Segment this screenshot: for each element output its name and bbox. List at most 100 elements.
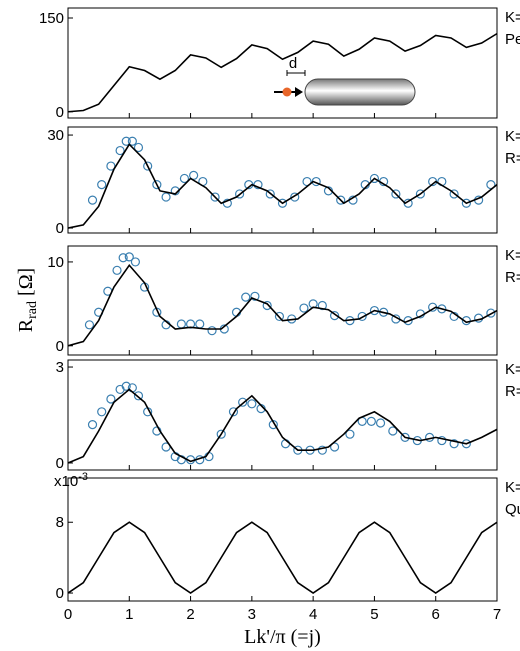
plot-frame <box>67 359 498 471</box>
data-point <box>152 180 162 190</box>
y-tick-label: 150 <box>39 10 64 27</box>
data-point <box>461 198 471 208</box>
panel-annotation: K=100 <box>505 479 520 496</box>
data-point <box>299 303 309 313</box>
data-point <box>329 442 340 452</box>
y-label-unit: [Ω] <box>15 268 37 301</box>
plot-frame <box>67 477 498 602</box>
data-point <box>247 399 257 409</box>
data-point <box>195 319 205 329</box>
data-point <box>400 432 410 442</box>
data-point <box>369 305 380 316</box>
data-point <box>241 292 251 302</box>
y-tick-label: 0 <box>56 585 64 602</box>
x-tick-label: 3 <box>248 606 256 623</box>
panel-annotation: K=2.9 <box>505 247 520 264</box>
data-line <box>67 521 498 595</box>
data-point <box>130 257 141 267</box>
data-point <box>366 416 376 426</box>
data-point <box>87 419 98 430</box>
x-tick-label: 7 <box>493 606 501 623</box>
y-tick-label: 30 <box>47 127 64 144</box>
data-point <box>106 161 116 171</box>
data-point <box>210 192 220 202</box>
data-point <box>115 145 125 156</box>
panel: 0 30 K=1.7 R=20 nm <box>47 126 520 237</box>
data-point <box>265 189 275 199</box>
data-point <box>461 439 471 449</box>
panel-annotation: Quasistatic <box>505 501 520 518</box>
data-point <box>228 407 239 417</box>
data-point <box>189 170 199 180</box>
data-point <box>133 142 144 153</box>
y-axis-label: Rrad [Ω] <box>15 268 40 332</box>
data-point <box>124 252 134 262</box>
data-point <box>317 300 327 311</box>
inset-arrowhead <box>295 87 303 97</box>
y-tick-label: 0 <box>56 104 64 121</box>
panel-annotation: K=1 <box>505 9 520 26</box>
data-point <box>415 189 425 199</box>
data-point <box>369 173 380 184</box>
panel: 0 3 K=5.7 R=5 nm <box>56 359 520 472</box>
data-point <box>216 429 226 439</box>
data-point <box>143 161 153 171</box>
y-tick-label: 3 <box>56 359 64 376</box>
plot-frame <box>67 7 498 119</box>
data-point <box>238 397 248 407</box>
data-point <box>317 445 327 455</box>
inset-label: d <box>289 55 297 72</box>
data-point <box>250 291 260 301</box>
panel-annotation: Pefect conductor <box>505 31 520 48</box>
y-scale-label: x10-3 <box>54 471 88 490</box>
y-tick-label: 10 <box>47 254 64 271</box>
inset-rod <box>304 78 416 106</box>
panel-annotation: R=20 nm <box>505 150 520 167</box>
x-axis-label: Lk'/π (=j) <box>244 626 321 648</box>
data-point <box>207 326 217 336</box>
plot-frame <box>67 126 498 234</box>
data-point <box>336 195 346 205</box>
y-tick-label: 0 <box>56 455 64 472</box>
data-point <box>97 407 107 417</box>
data-line <box>67 263 498 347</box>
x-tick-label: 4 <box>309 606 317 623</box>
y-scale-exponent: -3 <box>78 471 88 483</box>
panel-annotation: K=1.7 <box>505 128 520 145</box>
data-point <box>274 311 285 322</box>
data-line <box>67 388 498 464</box>
data-point <box>176 319 186 329</box>
data-point <box>106 394 116 404</box>
data-point <box>277 198 288 208</box>
data-point <box>235 189 245 199</box>
data-point <box>112 265 122 275</box>
inset-diagram: d <box>274 55 416 106</box>
data-point <box>84 320 95 330</box>
data-point <box>179 173 190 184</box>
panel: 0 150 K=1 Pefect conductor <box>39 7 520 121</box>
panel: 0 8 0 1 2 3 4 5 6 7 Lk'/π (=j) x10-3 K=100 Quasistati… <box>54 471 520 648</box>
data-point <box>357 311 367 322</box>
data-point <box>115 384 125 395</box>
inset-distance-marker <box>286 70 306 76</box>
y-tick-label: 0 <box>56 338 64 355</box>
data-point <box>118 253 128 263</box>
data-point <box>437 435 447 446</box>
x-tick-label: 1 <box>125 606 133 623</box>
plot-frame <box>67 245 498 356</box>
data-point <box>449 439 459 449</box>
y-scale-base: x10 <box>54 473 78 490</box>
data-point <box>161 192 171 202</box>
data-point <box>403 316 413 326</box>
data-line <box>67 143 498 229</box>
panel-annotation: K=5.7 <box>505 361 520 378</box>
y-label-sub: rad <box>25 301 40 319</box>
inset-dipole <box>282 87 292 97</box>
data-point <box>388 426 398 436</box>
x-tick-label: 5 <box>370 606 378 623</box>
data-point <box>121 136 131 146</box>
y-tick-label: 0 <box>56 220 64 237</box>
x-tick-label: 6 <box>432 606 440 623</box>
data-point <box>121 381 131 391</box>
